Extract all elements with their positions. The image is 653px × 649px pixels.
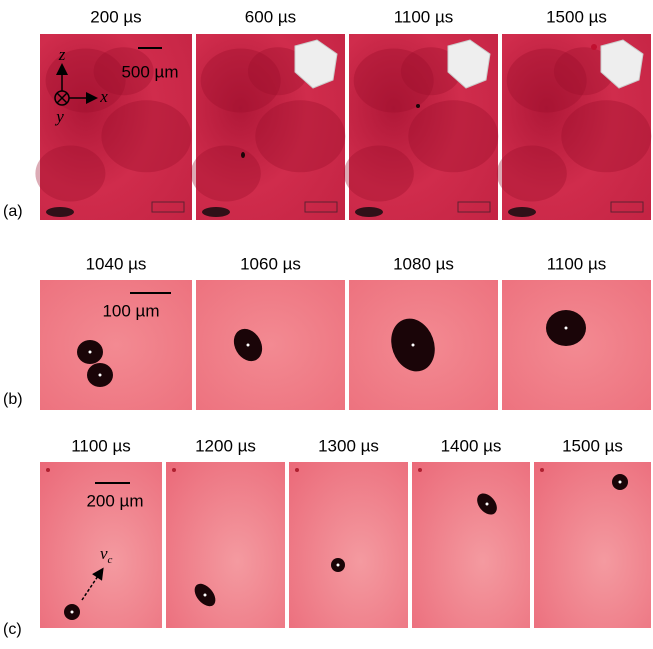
texture: [561, 100, 651, 172]
bubble-highlight: [486, 503, 489, 506]
speck: [295, 468, 299, 472]
floor: [508, 207, 536, 217]
floor: [46, 207, 74, 217]
frame-time: 1040 µs: [86, 254, 147, 273]
bubble: [591, 44, 597, 50]
frame-time: 1100 µs: [394, 7, 454, 26]
bubble-highlight: [204, 594, 207, 597]
frame-time: 1300 µs: [318, 436, 379, 455]
speck: [46, 468, 50, 472]
bubble-highlight: [247, 344, 250, 347]
image-panel: [289, 462, 408, 628]
floor: [355, 207, 383, 217]
image-panel: [166, 462, 285, 628]
image-panel: [412, 462, 530, 628]
figure: (a) 200 µs 600 µs 1100 µs 1500 µs (b) 1040 µs 1…: [0, 0, 653, 649]
frame-time: 1500 µs: [562, 436, 623, 455]
speck: [172, 468, 176, 472]
scale-label: 500 µm: [121, 62, 178, 81]
bubble: [416, 104, 420, 108]
texture: [255, 100, 345, 172]
velocity-subscript: c: [108, 554, 113, 566]
frame-time: 1400 µs: [441, 436, 502, 455]
texture: [497, 146, 567, 202]
texture: [35, 146, 105, 202]
image-panel: [40, 280, 192, 410]
image-panel: [534, 462, 651, 628]
row-label: (c): [3, 621, 22, 638]
bubble-highlight: [619, 481, 622, 484]
speck: [540, 468, 544, 472]
scale-label: 100 µm: [102, 301, 159, 320]
axis-label: x: [99, 87, 108, 106]
frame-time: 1100 µs: [71, 436, 131, 455]
frame-time: 600 µs: [245, 7, 296, 26]
speck: [418, 468, 422, 472]
row-label: (b): [3, 391, 23, 408]
frame-time: 1100 µs: [547, 254, 607, 273]
bubble-highlight: [565, 327, 568, 330]
bubble-highlight: [89, 351, 92, 354]
frame-time: 200 µs: [90, 7, 141, 26]
bubble-highlight: [99, 374, 102, 377]
bubble: [241, 152, 245, 158]
axis-label: z: [58, 45, 66, 64]
frame-time: 1500 µs: [546, 7, 607, 26]
bubble-highlight: [412, 344, 415, 347]
frame-time: 1060 µs: [240, 254, 301, 273]
row-label: (a): [3, 203, 23, 220]
image-panel: [502, 280, 651, 410]
image-panel: [196, 280, 345, 410]
texture: [408, 100, 498, 172]
texture: [191, 146, 261, 202]
frame-time: 1200 µs: [195, 436, 256, 455]
floor: [202, 207, 230, 217]
axis-label: y: [54, 107, 64, 126]
texture: [344, 146, 414, 202]
texture: [101, 100, 191, 172]
scale-label: 200 µm: [86, 491, 143, 510]
bubble-highlight: [337, 564, 340, 567]
frame-time: 1080 µs: [393, 254, 454, 273]
bubble-highlight: [71, 611, 74, 614]
